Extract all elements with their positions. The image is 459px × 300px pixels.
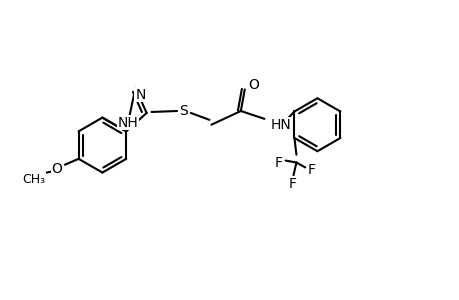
Text: F: F <box>308 164 315 177</box>
Text: O: O <box>51 162 62 176</box>
Text: F: F <box>288 177 296 191</box>
Text: HN: HN <box>270 118 291 132</box>
Text: F: F <box>274 155 282 170</box>
Text: N: N <box>135 88 145 102</box>
Text: O: O <box>248 77 258 92</box>
Text: NH: NH <box>118 116 138 130</box>
Text: CH₃: CH₃ <box>22 173 45 186</box>
Text: S: S <box>179 104 188 118</box>
